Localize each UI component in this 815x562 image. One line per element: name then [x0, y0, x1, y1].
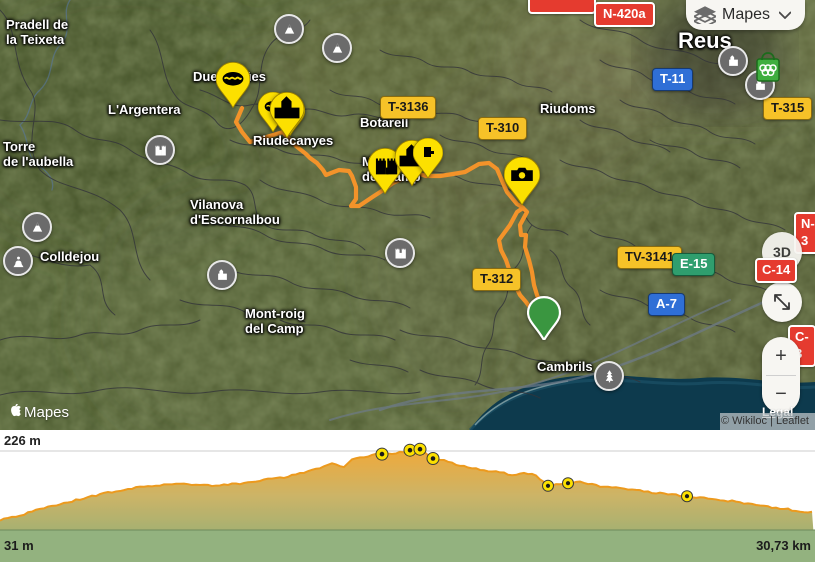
svg-text:226 m: 226 m — [4, 433, 41, 448]
svg-text:30,73 km: 30,73 km — [756, 538, 811, 553]
svg-text:31 m: 31 m — [4, 538, 34, 553]
